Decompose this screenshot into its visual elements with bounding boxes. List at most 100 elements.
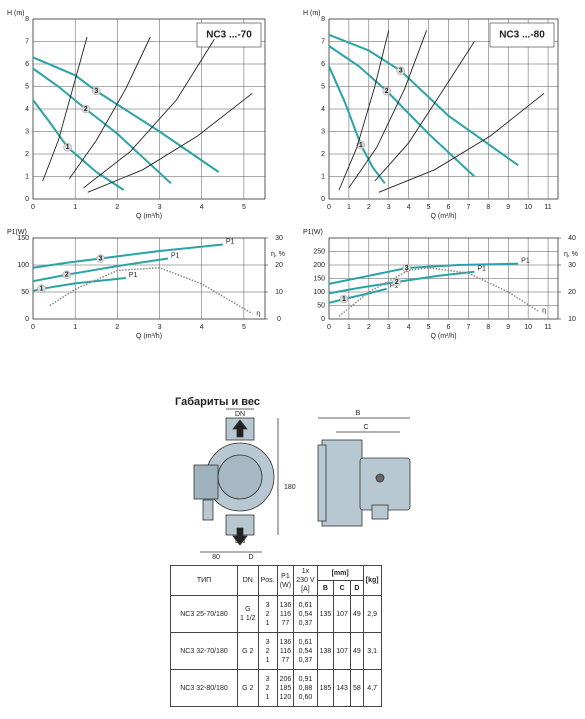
table-cell: 138 bbox=[316, 632, 335, 670]
x-tick-label: 10 bbox=[524, 324, 532, 331]
curve bbox=[68, 36, 151, 180]
table-cell: 3,1 bbox=[362, 632, 382, 670]
cell-line: 116 bbox=[279, 647, 292, 655]
header-cell: P1 (W) bbox=[276, 565, 295, 596]
x-tick-label: 6 bbox=[447, 324, 451, 331]
table-cell: 0,91 0,88 0,60 bbox=[293, 669, 318, 707]
y-tick-label: 6 bbox=[321, 61, 325, 68]
y-tick-label: 50 bbox=[317, 302, 325, 309]
y2-tick-label: 10 bbox=[568, 316, 576, 323]
cell-line: 3 bbox=[265, 601, 270, 609]
x-tick-label: 1 bbox=[347, 324, 351, 331]
cell-line: 1 1/2 bbox=[240, 615, 256, 622]
x-tick-label: 2 bbox=[367, 204, 371, 211]
cell-line: 2 bbox=[265, 647, 270, 655]
y-axis-label: H (m) bbox=[303, 10, 321, 17]
curve-label-badge bbox=[37, 284, 46, 294]
curve-label-badge bbox=[339, 294, 349, 304]
curve-label: 1 bbox=[359, 142, 363, 149]
y2-tick-label: 30 bbox=[275, 235, 283, 242]
curve-label: 3 bbox=[405, 265, 409, 272]
pump-front bbox=[193, 408, 279, 553]
curve-label-badge bbox=[63, 143, 72, 152]
curve bbox=[348, 30, 428, 189]
x-tick-label: 7 bbox=[466, 204, 470, 211]
header-cell: C bbox=[333, 580, 351, 596]
cell-line: 0,61 bbox=[298, 601, 313, 609]
table-cell: 58 bbox=[349, 669, 364, 707]
y-tick-label: 2 bbox=[321, 151, 325, 158]
curve-label-badge bbox=[396, 66, 405, 75]
table-cell: NC3 32-70/180 bbox=[170, 632, 238, 670]
cell-line: G 2 bbox=[242, 684, 254, 692]
cell-line: 2 bbox=[265, 610, 270, 618]
cell-line: 0,54 bbox=[298, 647, 313, 655]
cell-line: 0,60 bbox=[298, 693, 313, 701]
x-tick-label: 2 bbox=[115, 324, 119, 331]
x-tick-label: 4 bbox=[200, 324, 204, 331]
x-tick-label: 9 bbox=[506, 204, 510, 211]
dim-label: B bbox=[356, 410, 361, 417]
cell-line: 77 bbox=[281, 619, 290, 627]
table-cell: NC3 25-70/180 bbox=[170, 595, 238, 633]
table-row: NC3 25-70/180 G 1 1/2 3 2 1 136 116 77 0,61 0,54 0,… bbox=[170, 595, 382, 633]
y-tick-label: 6 bbox=[25, 61, 29, 68]
x-tick-label: 11 bbox=[544, 204, 551, 211]
y-axis-label: P1(W) bbox=[7, 229, 27, 236]
x-tick-label: 3 bbox=[158, 204, 162, 211]
y-tick-label: 150 bbox=[313, 275, 325, 282]
curve-label-badge bbox=[382, 86, 391, 96]
annotation: P1 bbox=[171, 252, 180, 259]
x-tick-label: 9 bbox=[506, 324, 510, 331]
y-tick-label: 4 bbox=[25, 106, 29, 113]
dim-label: DN bbox=[235, 411, 245, 418]
table-cell: 0,61 0,54 0,37 bbox=[293, 595, 318, 633]
curve-label: 3 bbox=[99, 255, 103, 262]
x-tick-label: 3 bbox=[387, 324, 391, 331]
x-tick-label: 0 bbox=[31, 324, 35, 331]
table-cell: 185 bbox=[316, 669, 335, 707]
x-tick-label: 0 bbox=[327, 324, 331, 331]
annotation: P1 bbox=[477, 266, 486, 273]
table-row: NC3 32-70/180 G 2 3 2 1 136 116 77 0,61 0,54 0,37 1… bbox=[170, 632, 382, 670]
dim-label: 80 bbox=[212, 554, 220, 561]
cell-line: 1 bbox=[265, 656, 270, 664]
curve-label: 1 bbox=[66, 144, 70, 151]
header-cell: [kg] bbox=[362, 565, 382, 596]
y-tick-label: 3 bbox=[25, 128, 29, 135]
y-tick-label: 0 bbox=[321, 316, 325, 323]
cell-line: 0,91 bbox=[298, 675, 313, 683]
dimensions-title: Габариты и вес bbox=[175, 396, 260, 408]
x-tick-label: 4 bbox=[407, 324, 411, 331]
dim-label: C bbox=[363, 424, 368, 431]
curve bbox=[83, 39, 215, 189]
cell-line: 0,61 bbox=[298, 638, 313, 646]
y-tick-label: 5 bbox=[321, 83, 325, 90]
y2-axis-label: η, % bbox=[271, 251, 285, 258]
y-tick-label: 4 bbox=[321, 106, 325, 113]
y2-tick-label: 0 bbox=[277, 316, 281, 323]
curve-label-badge bbox=[96, 254, 105, 263]
curve-label-badge bbox=[356, 140, 366, 150]
curve bbox=[49, 266, 253, 315]
curve-label: 2 bbox=[395, 279, 399, 286]
y-tick-label: 50 bbox=[21, 289, 29, 296]
table-cell: 49 bbox=[349, 595, 364, 633]
table-cell: 107 bbox=[333, 595, 351, 633]
series-label: η bbox=[542, 308, 546, 315]
y-tick-label: 100 bbox=[17, 262, 29, 269]
cell-line: 136 bbox=[279, 638, 292, 646]
table-cell: G 1 1/2 bbox=[237, 595, 259, 633]
dim-label: 180 bbox=[284, 484, 296, 491]
curve-label: 3 bbox=[399, 68, 403, 75]
curve bbox=[42, 36, 88, 182]
table-cell: 136 116 77 bbox=[276, 595, 295, 633]
x-tick-label: 6 bbox=[447, 204, 451, 211]
cell-line: 0,88 bbox=[298, 684, 313, 692]
x-tick-label: 1 bbox=[73, 324, 77, 331]
curve bbox=[374, 41, 475, 182]
x-tick-label: 8 bbox=[486, 324, 490, 331]
cell-line: G 2 bbox=[242, 647, 254, 655]
